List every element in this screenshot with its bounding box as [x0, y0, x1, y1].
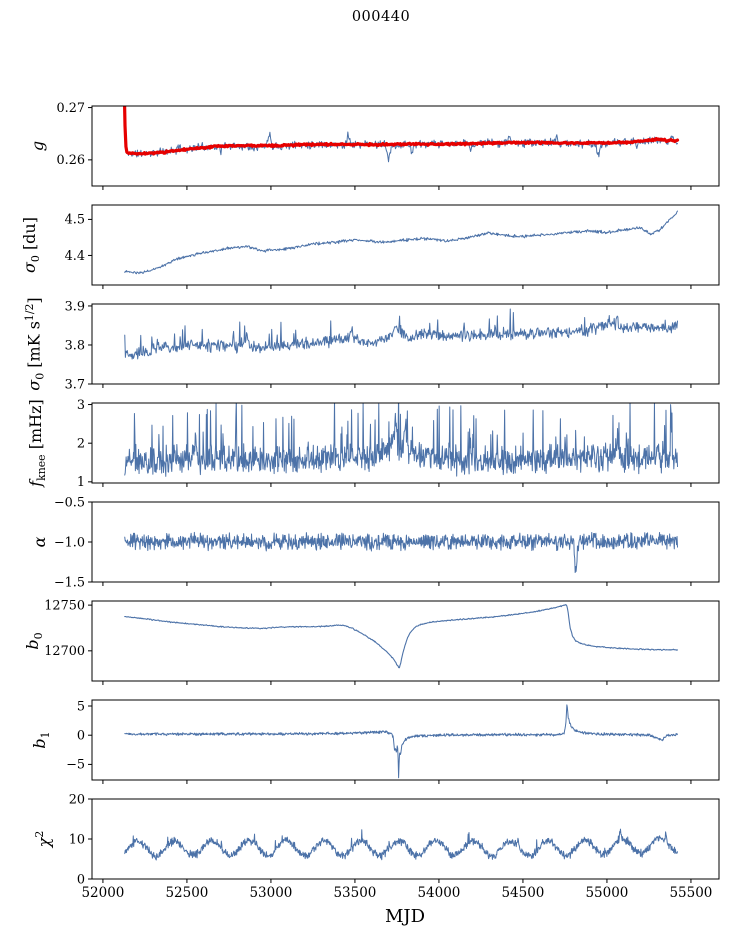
- y-tick-label: 4.4: [65, 249, 85, 264]
- subplot-fknee: 1 2 3: [77, 398, 720, 490]
- y-tick-label: 2: [77, 436, 85, 451]
- y-tick-label: −0.5: [54, 495, 85, 510]
- y-tick-label: 1: [77, 475, 85, 490]
- subplot-b1: −5 0 5: [66, 699, 720, 784]
- subplot-b0: 12700 12750: [44, 598, 720, 685]
- x-tick-label: 54000: [417, 885, 460, 901]
- y-tick-label: 4.5: [65, 213, 85, 228]
- series-chi2: [124, 828, 678, 861]
- series-group-fknee: [124, 403, 678, 477]
- x-tick-label: 52000: [81, 885, 124, 901]
- series-sigma0-du: [124, 210, 678, 275]
- y-tick-label: 0.26: [57, 153, 86, 168]
- series-group-b1: [124, 704, 678, 779]
- x-tick-label: 53500: [333, 885, 376, 901]
- series-group-sigma0-du: [124, 210, 678, 275]
- y-tick-label: −1.0: [54, 535, 85, 550]
- y-tick-label: 10: [69, 832, 85, 847]
- y-tick-label: 5: [77, 699, 85, 714]
- y-tick-label: 0: [77, 872, 85, 887]
- x-tick-label: 55500: [669, 885, 712, 901]
- series-b1: [124, 704, 678, 779]
- y-tick-label: 0.27: [57, 101, 86, 116]
- axes-frame: [91, 204, 720, 286]
- axes-frame: [91, 105, 720, 187]
- y-tick-label: 3.9: [65, 299, 85, 314]
- y-tick-label: 12750: [44, 598, 85, 613]
- subplot-alpha: −1.5 −1.0 −0.5: [54, 495, 720, 590]
- series-fknee: [124, 403, 678, 477]
- y-tick-label: 0: [77, 729, 85, 744]
- series-b0: [124, 604, 679, 669]
- y-tick-label: −1.5: [54, 575, 85, 590]
- y-tick-label: −5: [66, 758, 85, 773]
- y-tick-label: 3.8: [65, 338, 85, 353]
- x-tick-label: 52500: [165, 885, 208, 901]
- series-group-b0: [124, 604, 679, 669]
- series-g-smoothed: [123, 106, 680, 156]
- axes-frame: [91, 600, 720, 682]
- series-sigma0-mks: [124, 308, 678, 360]
- series-group-alpha: [124, 531, 678, 574]
- series-group-g: [123, 106, 680, 163]
- axes-frame: [91, 798, 720, 880]
- axes-frame: [91, 303, 720, 385]
- subplot-g: 0.26 0.27: [57, 101, 720, 190]
- axes-frame: [91, 402, 720, 484]
- series-group-sigma0-mks: [124, 308, 678, 360]
- x-tick-label: 55000: [585, 885, 628, 901]
- axes-frame: [91, 699, 720, 781]
- subplot-sigma0-du: 4.4 4.5: [65, 204, 720, 289]
- axes-frame: [91, 501, 720, 583]
- y-tick-label: 3: [77, 398, 85, 413]
- subplot-chi2: 0 10 20: [69, 792, 720, 887]
- x-tick-label: 54500: [501, 885, 544, 901]
- x-tick-label: 53000: [249, 885, 292, 901]
- series-alpha: [124, 531, 678, 574]
- figure-title: 000440: [351, 9, 411, 25]
- y-tick-label: 12700: [44, 644, 85, 659]
- x-axis-label: MJD: [384, 906, 426, 927]
- subplot-sigma0-mks: 3.7 3.8 3.9: [65, 299, 720, 392]
- y-tick-label: 3.7: [65, 377, 85, 392]
- y-tick-label: 20: [69, 792, 85, 807]
- series-group-chi2: [124, 828, 678, 861]
